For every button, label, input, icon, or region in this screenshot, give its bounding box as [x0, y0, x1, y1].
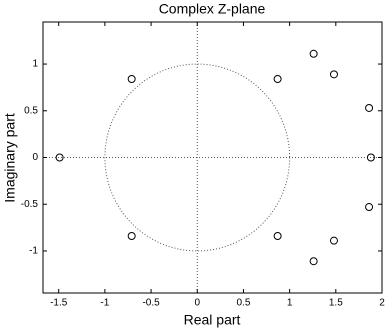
- x-axis-label: Real part: [184, 312, 241, 328]
- y-tick-label: 1: [32, 59, 38, 70]
- x-tick-label: 0: [194, 298, 200, 309]
- x-tick-label: -0.5: [142, 298, 160, 309]
- zero-marker: [365, 103, 374, 112]
- zero-marker: [366, 153, 375, 162]
- zero-marker: [365, 203, 374, 212]
- y-tick-label: -1: [29, 246, 38, 257]
- zero-marker: [273, 231, 282, 240]
- zero-marker: [127, 75, 136, 84]
- x-tick-label: 0.5: [236, 298, 250, 309]
- zero-marker: [329, 236, 338, 245]
- zero-marker: [309, 49, 318, 58]
- y-tick-label: -0.5: [21, 199, 39, 210]
- zero-marker: [55, 153, 64, 162]
- y-axis-label: Imaginary part: [2, 113, 18, 203]
- unit-circle: [104, 63, 291, 252]
- zero-marker: [273, 75, 282, 84]
- x-tick-label: -1: [100, 298, 109, 309]
- y-tick-label: 0.5: [24, 105, 38, 116]
- x-tick-label: 1: [287, 298, 293, 309]
- x-tick-label: 2: [379, 298, 385, 309]
- chart-title: Complex Z-plane: [159, 1, 266, 17]
- x-tick-label: 1.5: [329, 298, 343, 309]
- y-tick-label: 0: [32, 152, 38, 163]
- zero-marker: [329, 70, 338, 79]
- zero-marker: [127, 231, 136, 240]
- x-tick-label: -1.5: [50, 298, 68, 309]
- zero-marker: [309, 257, 318, 266]
